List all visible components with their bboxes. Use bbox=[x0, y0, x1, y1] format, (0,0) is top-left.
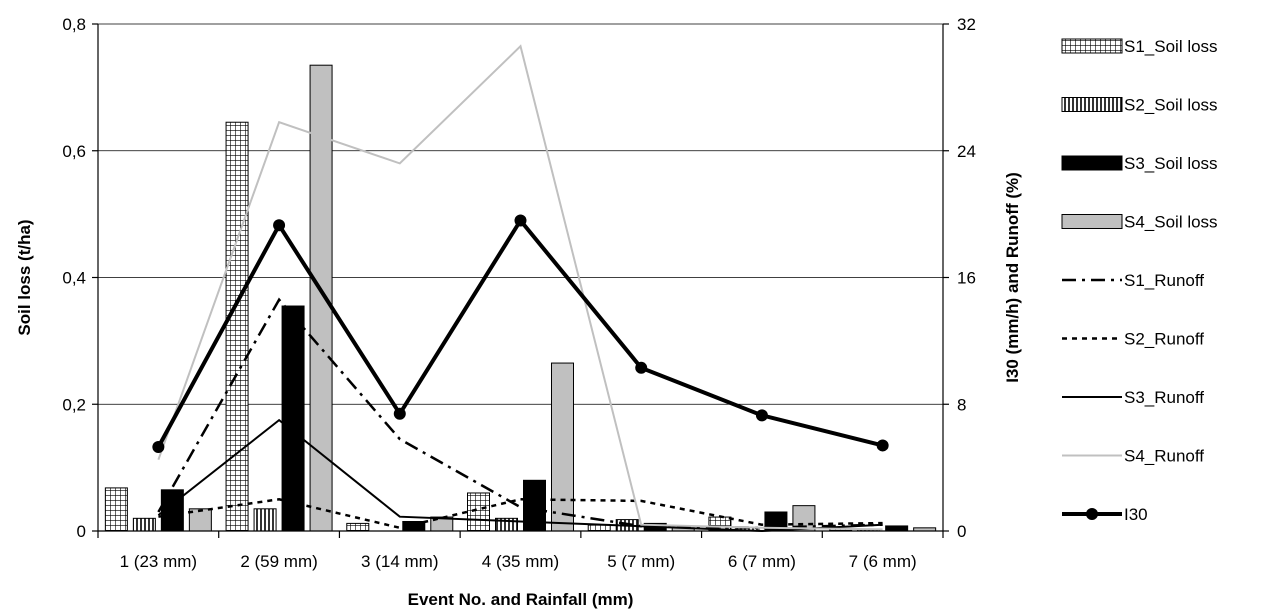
point-i30-3 bbox=[393, 407, 406, 420]
legend: S1_Soil loss S2_Soil loss S3_Soil loss S4_S… bbox=[1061, 37, 1218, 524]
y2-tick-label: 32 bbox=[957, 15, 976, 34]
tick-labels: 0 0,2 0,4 0,6 0,8 0 8 16 24 32 1 (23 mm) 2 (59 mm) 3… bbox=[62, 15, 976, 571]
y2-tick-label: 24 bbox=[957, 142, 976, 161]
bar-s1-soil-loss-2 bbox=[225, 121, 249, 532]
legend-swatch-s3-soil-loss bbox=[1061, 155, 1123, 171]
y-tick-label: 0,6 bbox=[62, 142, 86, 161]
legend-label-i30: I30 bbox=[1124, 505, 1148, 524]
legend-swatch-s2-soil-loss bbox=[1061, 97, 1123, 112]
y-tick-label: 0,8 bbox=[62, 15, 86, 34]
x-tick-label: 6 (7 mm) bbox=[728, 552, 796, 571]
y2-tick-label: 8 bbox=[957, 395, 966, 414]
x-tick-label: 1 (23 mm) bbox=[120, 552, 197, 571]
x-tick-label: 4 (35 mm) bbox=[482, 552, 559, 571]
legend-label-s2-runoff: S2_Runoff bbox=[1124, 330, 1204, 349]
line-i30 bbox=[156, 217, 884, 448]
bar-s3-soil-loss-4 bbox=[523, 479, 546, 532]
bar-s1-soil-loss-1 bbox=[104, 487, 128, 532]
x-tick-label: 7 (6 mm) bbox=[849, 552, 917, 571]
y-axis-title: Soil loss (t/ha) bbox=[15, 219, 34, 335]
line-s2-runoff bbox=[158, 498, 883, 530]
bars-layer bbox=[104, 64, 937, 532]
x-tick-label: 2 (59 mm) bbox=[240, 552, 317, 571]
legend-label-s3-runoff: S3_Runoff bbox=[1124, 388, 1204, 407]
line-s1-runoff bbox=[157, 297, 883, 530]
legend-label-s1-soil-loss: S1_Soil loss bbox=[1124, 37, 1218, 56]
point-i30-5 bbox=[635, 361, 648, 374]
x-axis-title: Event No. and Rainfall (mm) bbox=[408, 590, 634, 609]
y-tick-label: 0,2 bbox=[62, 395, 86, 414]
gridlines bbox=[98, 23, 943, 405]
point-i30-4 bbox=[514, 214, 527, 227]
point-i30-6 bbox=[755, 409, 768, 422]
x-tick-label: 3 (14 mm) bbox=[361, 552, 438, 571]
line-s4-runoff bbox=[157, 44, 883, 531]
bar-s3-soil-loss-7 bbox=[885, 525, 909, 532]
legend-label-s1-runoff: S1_Runoff bbox=[1124, 271, 1204, 290]
y2-tick-label: 0 bbox=[957, 522, 966, 541]
bar-s1-soil-loss-3 bbox=[346, 522, 370, 532]
legend-label-s4-runoff: S4_Runoff bbox=[1124, 447, 1204, 466]
legend-label-s2-soil-loss: S2_Soil loss bbox=[1124, 96, 1218, 115]
bar-s3-soil-loss-2 bbox=[281, 305, 305, 532]
legend-marker-i30 bbox=[1086, 508, 1098, 520]
point-i30-1 bbox=[152, 441, 165, 454]
y-tick-label: 0,4 bbox=[62, 269, 86, 288]
bar-s1-soil-loss-4 bbox=[467, 492, 490, 532]
lines-layer bbox=[152, 44, 889, 533]
y2-tick-label: 16 bbox=[957, 269, 976, 288]
legend-label-s3-soil-loss: S3_Soil loss bbox=[1124, 154, 1218, 173]
legend-swatch-s1-soil-loss bbox=[1061, 38, 1123, 54]
y-tick-label: 0 bbox=[77, 522, 86, 541]
point-i30-2 bbox=[273, 219, 286, 232]
x-tick-label: 5 (7 mm) bbox=[607, 552, 675, 571]
point-i30-7 bbox=[876, 439, 889, 452]
bar-s2-soil-loss-1 bbox=[132, 517, 156, 532]
bar-s2-soil-loss-2 bbox=[253, 508, 277, 532]
y2-axis-title: I30 (mm/h) and Runoff (%) bbox=[1003, 172, 1022, 383]
legend-label-s4-soil-loss: S4_Soil loss bbox=[1124, 213, 1218, 232]
legend-swatch-s4-soil-loss bbox=[1061, 214, 1123, 229]
bar-s4-soil-loss-4 bbox=[551, 362, 574, 532]
